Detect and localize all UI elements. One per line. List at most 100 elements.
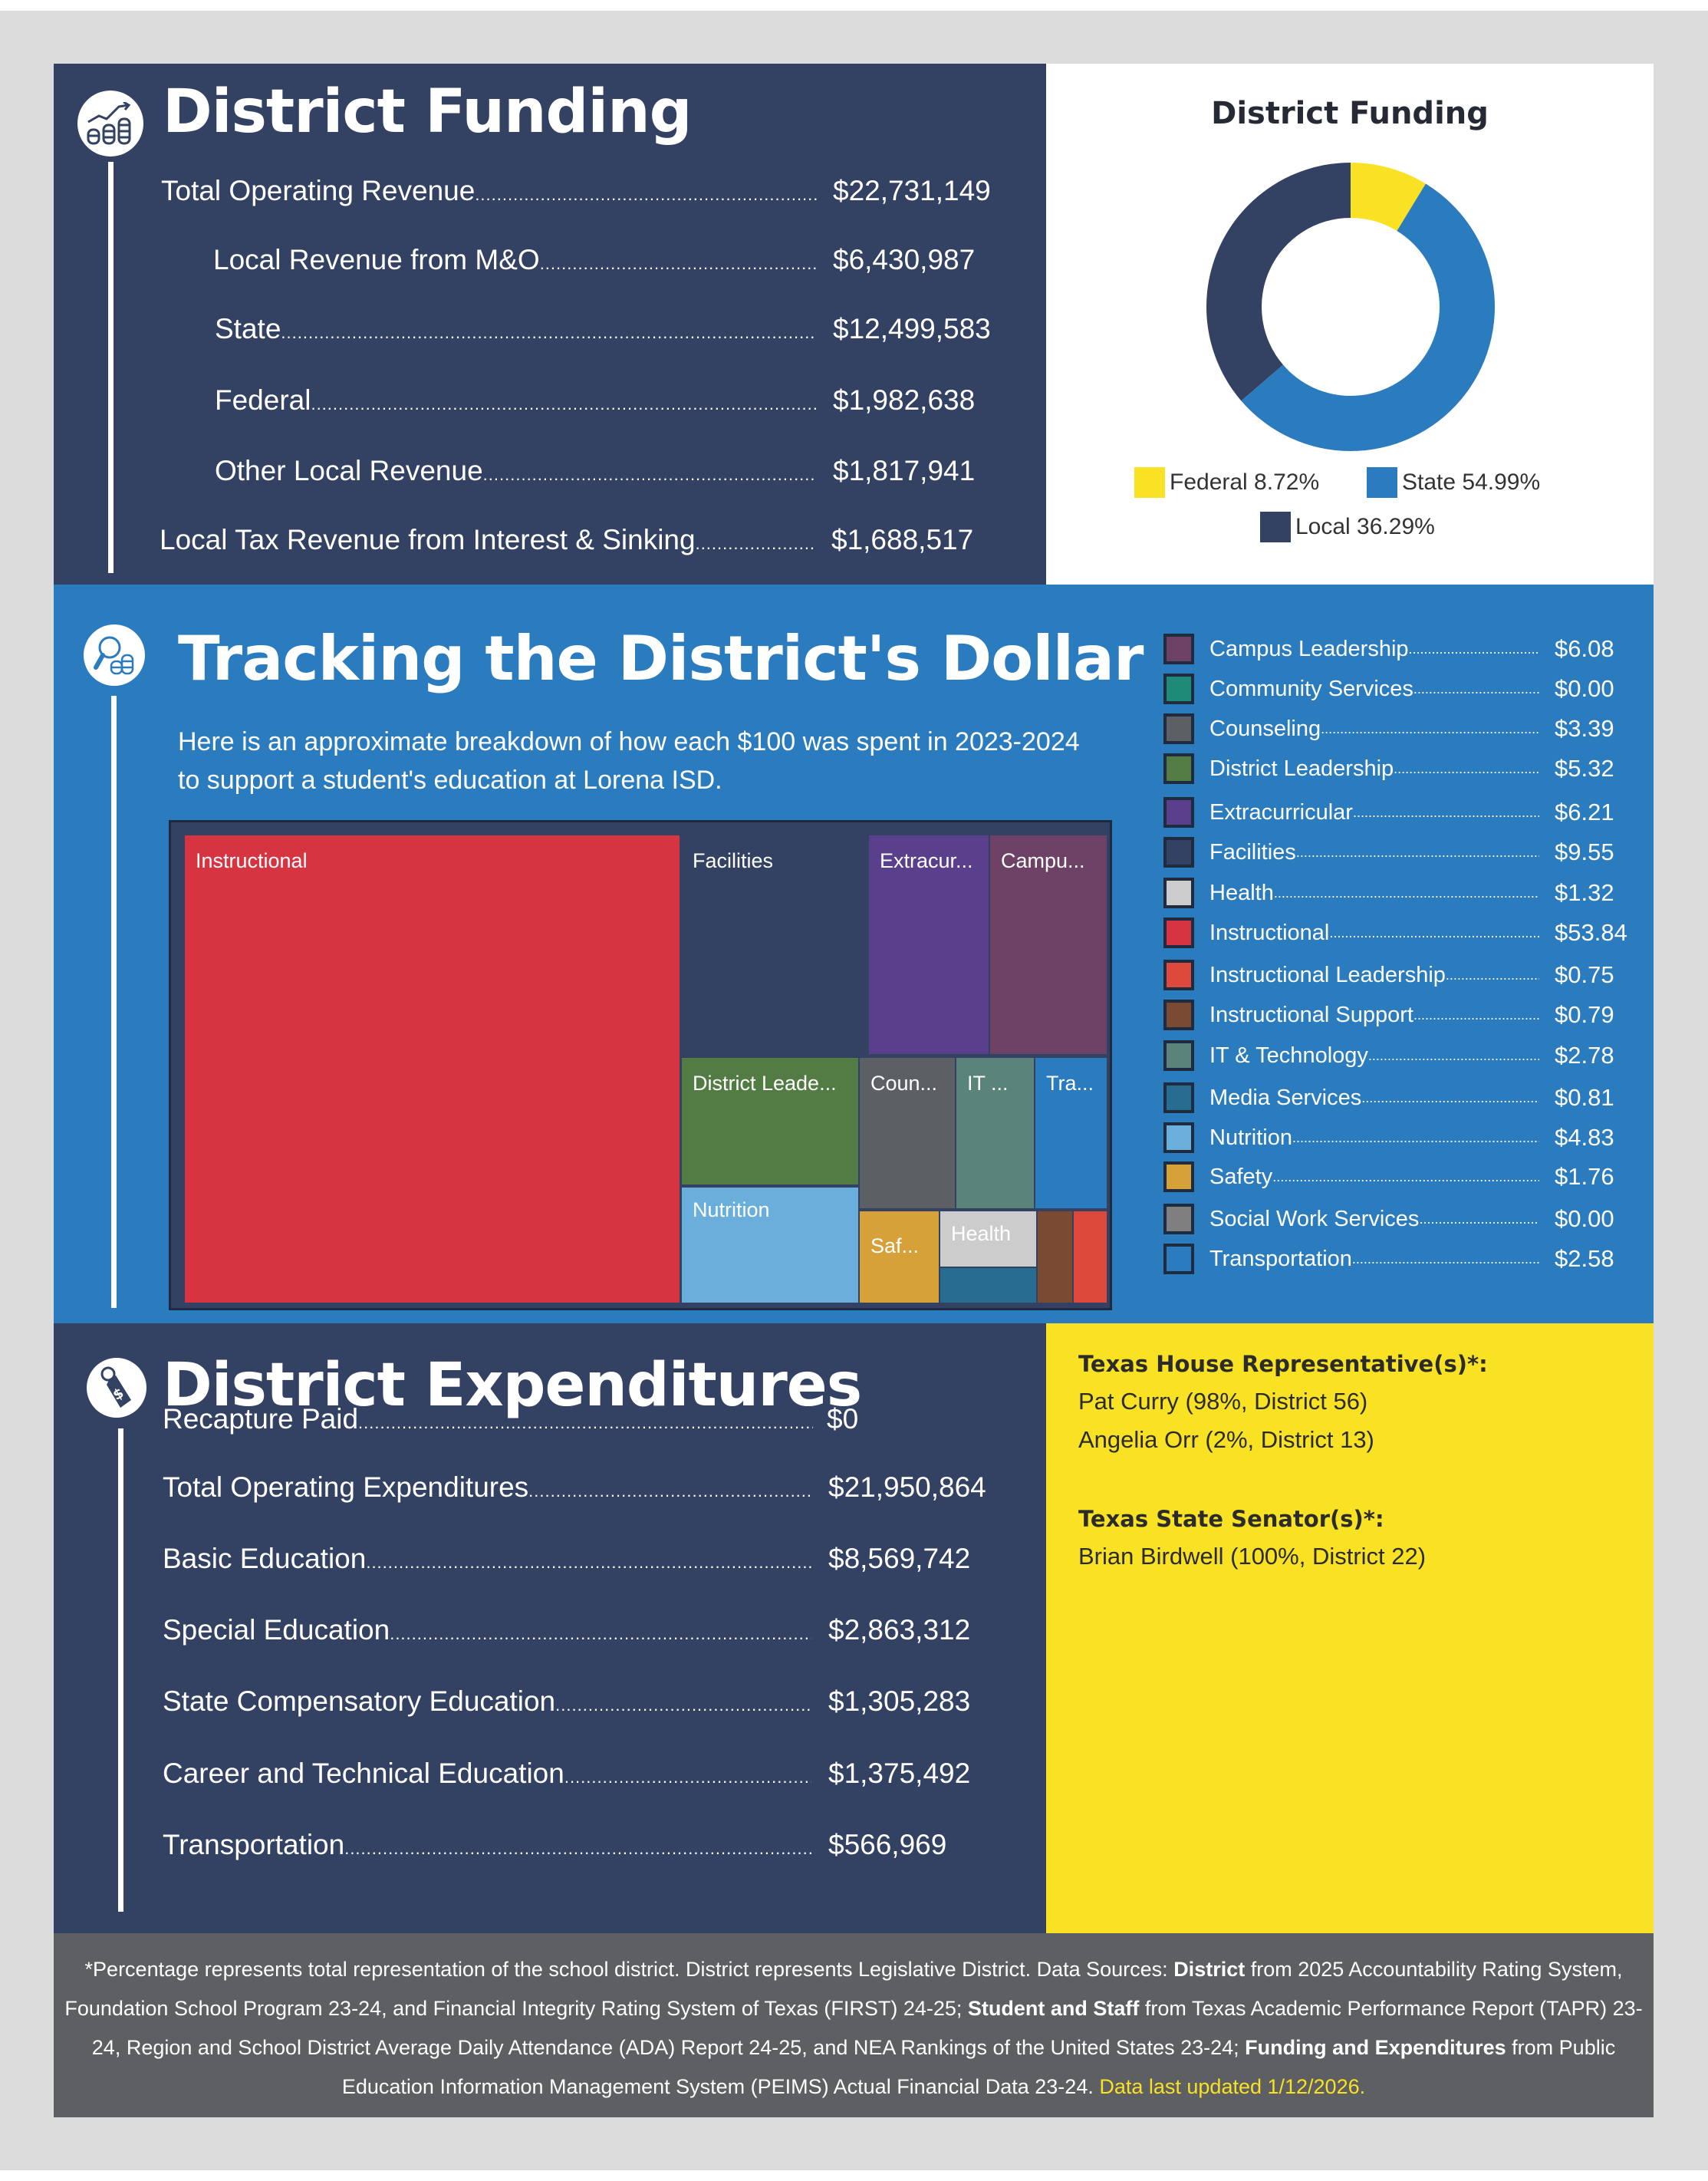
legend-swatch: [1163, 837, 1194, 868]
dot-leader: [366, 1553, 811, 1573]
expend-value: $2,863,312: [828, 1614, 971, 1646]
dot-leader: [1353, 805, 1539, 821]
footer-bold-student-staff: Student and Staff: [967, 1997, 1140, 2020]
legend-swatch-federal: [1134, 467, 1165, 498]
treemap-tile-health[interactable]: Health: [940, 1211, 1037, 1267]
dot-leader: [390, 1624, 811, 1644]
legend-label-state: State 54.99%: [1402, 469, 1541, 495]
dot-leader: [1352, 1251, 1539, 1267]
treemap-tile-label: Coun...: [870, 1072, 938, 1095]
funding-row: Local Revenue from M&O $6,430,987: [213, 244, 975, 276]
legend-swatch: [1163, 1040, 1194, 1071]
treemap-tile-district-leadership[interactable]: District Leade...: [681, 1057, 859, 1185]
legend-swatch: [1163, 1000, 1194, 1030]
legend-amount: $1.76: [1555, 1163, 1614, 1190]
funding-label: Other Local Revenue: [215, 455, 483, 486]
treemap-tile-media-services[interactable]: [940, 1267, 1037, 1303]
dot-leader: [1272, 1169, 1539, 1185]
funding-row: Local Tax Revenue from Interest & Sinkin…: [160, 524, 973, 556]
coins-growth-icon: [77, 91, 143, 156]
treemap-tile-campus-leadership[interactable]: Campu...: [989, 835, 1107, 1055]
legend-amount: $4.83: [1555, 1124, 1614, 1151]
legend-row-facilities: Facilities $9.55: [1163, 834, 1654, 871]
page-bottom-strip: [0, 2170, 1708, 2181]
legend-swatch-state: [1367, 467, 1397, 498]
legend-amount: $1.32: [1555, 879, 1614, 906]
footer-text-part: from 2025 Accountability Rating System, …: [64, 1958, 1623, 2020]
treemap-tile-label: Health: [951, 1222, 1012, 1245]
legend-category-name: Campus Leadership: [1209, 636, 1409, 661]
house-representatives-heading: Texas House Representative(s)*:: [1078, 1351, 1488, 1377]
legend-category-name: Extracurricular: [1209, 799, 1353, 825]
legend-amount: $0.00: [1555, 675, 1614, 702]
treemap-tile-label: Instructional: [196, 849, 308, 872]
funding-value: $12,499,583: [833, 313, 991, 344]
expend-label: Special Education: [163, 1614, 390, 1646]
treemap-tile-transportation[interactable]: Tra...: [1035, 1057, 1107, 1209]
dot-leader: [1446, 967, 1539, 983]
treemap-tile-label: Facilities: [693, 849, 774, 872]
treemap-tile-counseling[interactable]: Coun...: [859, 1057, 956, 1209]
expend-value: $0: [827, 1403, 859, 1435]
funding-value: $22,731,149: [833, 175, 991, 206]
treemap-tile-instructional-support[interactable]: [1037, 1211, 1073, 1303]
house-representative: Angelia Orr (2%, District 13): [1078, 1426, 1374, 1453]
legend-row-social-work-services: Social Work Services $0.00: [1163, 1201, 1654, 1237]
expend-row: Special Education $2,863,312: [163, 1614, 970, 1646]
funding-value: $1,817,941: [833, 455, 976, 486]
expend-label: State Compensatory Education: [163, 1685, 556, 1717]
legend-state: State 54.99%: [1367, 467, 1540, 498]
legend-row-extracurricular: Extracurricular $6.21: [1163, 794, 1654, 831]
treemap-tile-safety[interactable]: Saf...: [859, 1211, 940, 1303]
footer-text-part: *Percentage represents total representat…: [84, 1958, 1174, 1981]
treemap-tile-it-technology[interactable]: IT ...: [956, 1057, 1035, 1209]
funding-row: Federal $1,982,638: [215, 384, 975, 417]
expenditures-title: District Expenditures: [163, 1351, 862, 1420]
legend-amount: $9.55: [1555, 838, 1614, 865]
magnifier-coins-icon: [84, 624, 145, 686]
legend-amount: $2.78: [1555, 1042, 1614, 1069]
treemap-tile-label: District Leade...: [693, 1072, 837, 1095]
dot-leader: [483, 465, 816, 485]
dot-leader: [528, 1481, 813, 1501]
expend-label: Career and Technical Education: [163, 1758, 564, 1789]
dot-leader: [281, 323, 816, 343]
funding-row: Total Operating Revenue $22,731,149: [161, 175, 991, 207]
legend-amount: $53.84: [1555, 919, 1627, 946]
dot-leader: [555, 1695, 811, 1715]
legend-row-instructional: Instructional $53.84: [1163, 914, 1654, 951]
dot-leader: [475, 185, 819, 205]
page-top-strip: [0, 0, 1708, 11]
legend-federal: Federal 8.72%: [1134, 467, 1319, 498]
treemap-tile-instructional[interactable]: Instructional: [184, 835, 680, 1303]
dot-leader: [344, 1839, 811, 1859]
footer-text-part: from Public Education Information Manage…: [341, 2036, 1616, 2098]
timeline-line: [111, 696, 117, 1308]
dot-leader: [540, 254, 816, 274]
treemap-tile-facilities[interactable]: Facilities: [681, 835, 868, 1055]
dot-leader: [696, 534, 813, 554]
expend-label: Transportation: [163, 1829, 345, 1860]
legend-row-health: Health $1.32: [1163, 875, 1654, 911]
legend-category-name: IT & Technology: [1209, 1043, 1368, 1068]
treemap-tile-nutrition[interactable]: Nutrition: [681, 1187, 859, 1303]
funding-value: $1,688,517: [831, 524, 974, 555]
donut-slice-state: [1241, 183, 1496, 451]
legend-category-name: Transportation: [1209, 1246, 1352, 1271]
funding-label: Local Tax Revenue from Interest & Sinkin…: [160, 524, 696, 555]
treemap-tile-extracurricular[interactable]: Extracur...: [868, 835, 989, 1055]
legend-swatch: [1163, 1244, 1194, 1274]
dot-leader: [1292, 1130, 1539, 1146]
footer-sources: *Percentage represents total representat…: [54, 1933, 1654, 2117]
expend-value: $566,969: [828, 1829, 947, 1860]
representatives-panel: Texas House Representative(s)*: Pat Curr…: [1046, 1323, 1654, 1933]
legend-label-federal: Federal 8.72%: [1170, 469, 1320, 495]
timeline-line: [108, 162, 114, 573]
funding-value: $1,982,638: [833, 384, 976, 416]
footer-text: *Percentage represents total representat…: [54, 1950, 1654, 2107]
donut-chart: [1206, 163, 1496, 451]
treemap-tile-instructional-leadership[interactable]: [1073, 1211, 1107, 1303]
donut-slice-local: [1206, 163, 1351, 401]
legend-amount: $3.39: [1555, 715, 1614, 742]
legend-row-instructional-leadership: Instructional Leadership $0.75: [1163, 957, 1654, 993]
